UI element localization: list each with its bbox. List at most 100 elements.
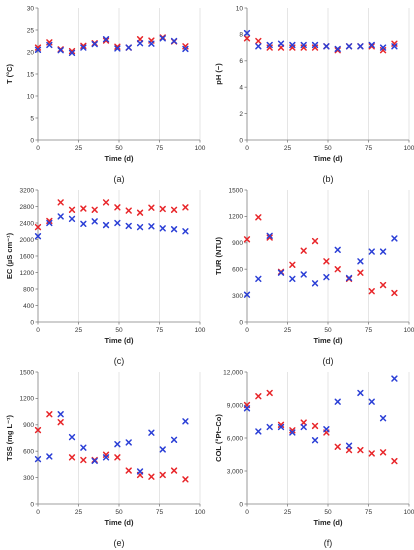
data-point-blue — [102, 454, 110, 461]
data-point-red — [311, 422, 319, 430]
data-point-red — [46, 217, 53, 225]
y-axis-label: pH (−) — [214, 63, 223, 85]
y-axis-label: TSS (mg L⁻¹) — [5, 414, 14, 461]
x-axis-label: Time (d) — [104, 518, 134, 527]
data-point-red — [80, 456, 87, 464]
data-point-red — [34, 426, 42, 434]
y-tick-label: 1200 — [229, 214, 244, 221]
x-tick-label: 100 — [404, 145, 414, 152]
data-point-red — [255, 393, 262, 400]
data-point-blue — [334, 398, 341, 405]
data-point-red — [57, 199, 64, 206]
data-point-blue — [34, 455, 42, 463]
x-tick-label: 50 — [115, 509, 123, 516]
data-point-blue — [334, 246, 341, 253]
y-tick-label: 0 — [239, 319, 243, 326]
data-point-blue — [345, 274, 353, 282]
x-axis-label: Time (d) — [104, 154, 134, 163]
data-point-blue — [57, 47, 64, 54]
x-tick-label: 25 — [75, 145, 83, 152]
y-tick-label: 2 — [239, 111, 243, 118]
data-point-blue — [80, 44, 87, 51]
x-axis-label: Time (d) — [313, 154, 343, 163]
data-point-red — [114, 454, 121, 461]
data-point-blue — [300, 41, 307, 49]
data-point-red — [334, 47, 341, 54]
panel-caption: (c) — [114, 356, 125, 366]
x-tick-label: 75 — [365, 145, 373, 152]
data-point-red — [300, 419, 307, 426]
data-point-blue — [379, 415, 387, 422]
data-point-red — [159, 205, 166, 213]
x-tick-label: 25 — [284, 509, 292, 516]
x-tick-label: 25 — [284, 145, 292, 152]
data-point-red — [57, 419, 64, 426]
data-point-blue — [357, 258, 364, 265]
data-point-red — [68, 47, 76, 55]
data-point-blue — [277, 40, 285, 47]
data-point-red — [266, 389, 273, 397]
data-point-red — [391, 457, 398, 465]
data-point-blue — [323, 273, 330, 281]
series-blue — [34, 35, 189, 57]
data-point-blue — [148, 429, 155, 436]
data-point-red — [345, 446, 353, 454]
series-red — [34, 199, 189, 231]
x-tick-label: 0 — [36, 509, 40, 516]
y-tick-label: 1200 — [20, 270, 35, 277]
y-tick-label: 2000 — [20, 237, 35, 244]
data-point-blue — [91, 218, 98, 225]
chart-panel-2: 0 25 50 75 100 0 400 800 1200 1600 2000 2400 2800 320… — [5, 187, 206, 366]
chart-panel-3: 0 25 50 75 100 0 300 600 900 1200 1500 Time (d) TUR … — [214, 187, 414, 366]
data-point-blue — [114, 441, 121, 448]
data-point-blue — [391, 43, 398, 50]
y-axis-label: TUR (NTU) — [214, 237, 223, 275]
y-tick-label: 3,000 — [227, 468, 244, 475]
y-tick-label: 8 — [239, 32, 243, 39]
y-tick-label: 9,000 — [227, 402, 244, 409]
y-tick-label: 2800 — [20, 204, 35, 211]
y-tick-label: 6 — [239, 58, 243, 65]
y-tick-label: 12,000 — [223, 369, 243, 376]
data-point-red — [125, 207, 132, 214]
x-axis-label: Time (d) — [104, 336, 134, 345]
data-point-red — [159, 471, 166, 479]
data-point-red — [266, 234, 273, 241]
data-point-blue — [277, 423, 285, 431]
y-tick-label: 1200 — [20, 396, 35, 403]
data-point-blue — [266, 423, 273, 431]
data-point-red — [379, 449, 387, 456]
y-tick-label: 1500 — [20, 369, 35, 376]
data-point-blue — [266, 232, 273, 239]
data-point-red — [114, 204, 121, 211]
data-point-red — [357, 446, 364, 454]
data-point-blue — [289, 41, 296, 49]
data-point-blue — [159, 35, 166, 42]
data-point-blue — [323, 43, 330, 50]
data-point-red — [311, 237, 319, 245]
data-point-blue — [368, 248, 375, 255]
data-point-red — [148, 204, 155, 211]
y-tick-label: 300 — [23, 475, 34, 482]
x-axis-label: Time (d) — [313, 336, 343, 345]
data-point-red — [170, 206, 178, 213]
y-tick-label: 600 — [23, 449, 34, 456]
data-point-blue — [334, 45, 341, 53]
y-tick-label: 1500 — [229, 187, 244, 194]
y-tick-label: 3200 — [20, 187, 35, 194]
data-point-red — [182, 476, 189, 483]
y-tick-label: 25 — [27, 27, 35, 34]
data-point-red — [46, 411, 53, 418]
data-point-blue — [91, 457, 98, 465]
data-point-red — [91, 206, 98, 213]
x-tick-label: 100 — [195, 509, 206, 516]
series-blue — [243, 375, 398, 449]
y-tick-label: 300 — [232, 293, 243, 300]
y-tick-label: 800 — [23, 286, 34, 293]
x-axis-label: Time (d) — [313, 518, 343, 527]
series-red — [243, 35, 398, 54]
data-point-red — [102, 199, 110, 206]
data-point-red — [102, 37, 110, 44]
x-tick-label: 50 — [324, 509, 332, 516]
